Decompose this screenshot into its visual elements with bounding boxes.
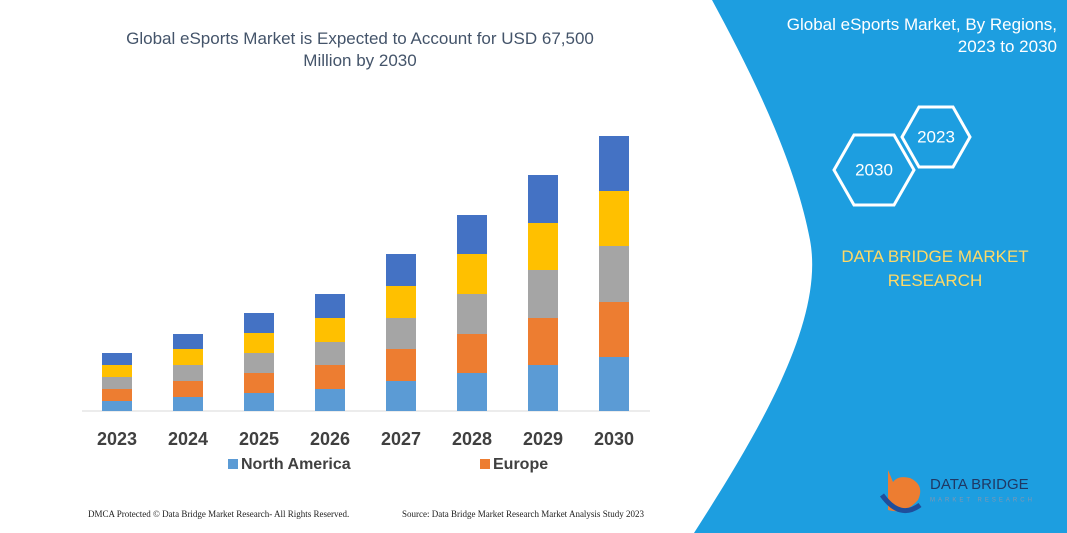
x-tick-label: 2026 xyxy=(310,429,350,449)
bar-segment xyxy=(386,381,416,411)
x-tick-label: 2028 xyxy=(452,429,492,449)
legend-label: North America xyxy=(241,456,351,473)
legend-label: Europe xyxy=(493,456,548,473)
x-tick-label: 2025 xyxy=(239,429,279,449)
bar-segment xyxy=(528,365,558,411)
bar-segment xyxy=(457,294,487,334)
x-tick-label: 2030 xyxy=(594,429,634,449)
bar-segment xyxy=(244,373,274,393)
legend-swatch xyxy=(228,459,238,469)
bar-segment xyxy=(457,334,487,373)
logo-tagline: MARKET RESEARCH xyxy=(930,498,1035,504)
bar-segment xyxy=(457,254,487,294)
x-tick-label: 2029 xyxy=(523,429,563,449)
bar-segment xyxy=(102,377,132,389)
panel-brand: DATA BRIDGE MARKET RESEARCH xyxy=(841,247,1029,290)
panel-title: Global eSports Market, By Regions, 2023 … xyxy=(786,15,1057,56)
bar-segment xyxy=(173,397,203,411)
footer-left: DMCA Protected © Data Bridge Market Rese… xyxy=(88,509,349,519)
bar-segment xyxy=(386,254,416,286)
bar-segment xyxy=(386,318,416,349)
bar-segment xyxy=(102,353,132,365)
bar-segment xyxy=(173,365,203,381)
bar-segment xyxy=(386,349,416,381)
hexagon xyxy=(832,133,916,207)
bar-segment xyxy=(315,294,345,318)
badge-start: 2023 xyxy=(917,127,955,146)
bar-segment xyxy=(173,334,203,349)
footer-right: Source: Data Bridge Market Research Mark… xyxy=(402,509,644,519)
bar-segment xyxy=(102,389,132,401)
bar-segment xyxy=(599,357,629,411)
bar-segment xyxy=(244,393,274,411)
side-panel xyxy=(694,0,1067,533)
bar-segment xyxy=(244,313,274,333)
logo-name: DATA BRIDGE xyxy=(930,476,1029,493)
bar-segment xyxy=(599,191,629,246)
bar-segment xyxy=(528,270,558,318)
bar-segment xyxy=(599,246,629,302)
bar-segment xyxy=(315,318,345,342)
bar-segment xyxy=(315,342,345,365)
bar-segment xyxy=(315,389,345,411)
bar-segment xyxy=(244,333,274,353)
bar-segment xyxy=(102,365,132,377)
bar-segment xyxy=(599,136,629,191)
bar-segment xyxy=(457,373,487,411)
badge-end: 2030 xyxy=(855,160,893,179)
legend-swatch xyxy=(480,459,490,469)
bar-segment xyxy=(528,175,558,223)
chart-title: Global eSports Market is Expected to Acc… xyxy=(126,29,594,70)
bar-segment xyxy=(528,223,558,270)
bar-segment xyxy=(386,286,416,318)
x-tick-label: 2024 xyxy=(168,429,208,449)
bar-segment xyxy=(102,401,132,411)
bar-segment xyxy=(599,302,629,357)
logo-mark xyxy=(879,470,922,514)
bar-segment xyxy=(457,215,487,254)
x-tick-label: 2027 xyxy=(381,429,421,449)
hexagon xyxy=(900,105,972,169)
x-tick-label: 2023 xyxy=(97,429,137,449)
bar-segment xyxy=(315,365,345,389)
bar-segment xyxy=(528,318,558,365)
bar-segment xyxy=(173,381,203,397)
bar-segment xyxy=(244,353,274,373)
bar-segment xyxy=(173,349,203,365)
